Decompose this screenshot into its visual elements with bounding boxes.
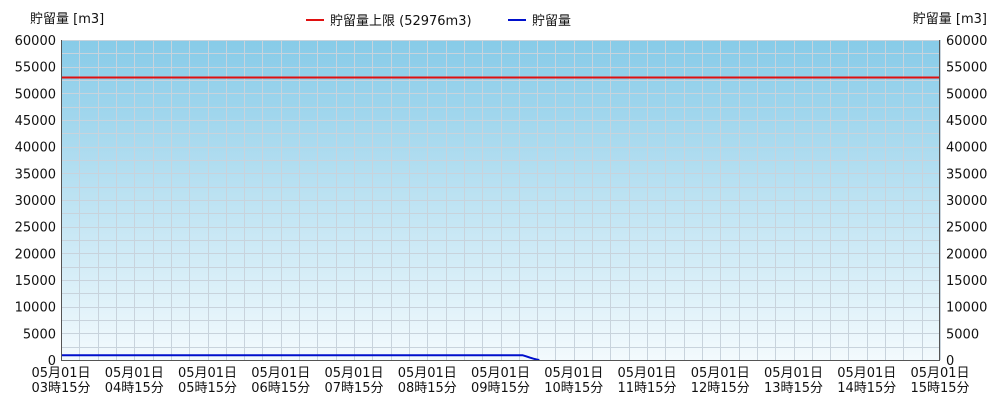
x-tick-label-time: 06時15分 [251,381,310,396]
y-tick-label-right: 60000 [946,34,987,49]
x-tick-label-date: 05月01日 [910,366,969,381]
x-tick-label-date: 05月01日 [544,366,603,381]
y-tick-label-left: 40000 [15,141,56,156]
x-tick-label-date: 05月01日 [324,366,383,381]
axes [61,40,940,361]
x-tick-label-date: 05月01日 [178,366,237,381]
x-tick-label-date: 05月01日 [617,366,676,381]
series-layer [61,76,940,361]
x-tick-label-date: 05月01日 [837,366,896,381]
x-tick-label-time: 12時15分 [691,381,750,396]
y-tick-label-right: 0 [946,354,954,369]
x-tick-label-time: 08時15分 [398,381,457,396]
y-tick-label-right: 20000 [946,247,987,262]
y-tick-label-right: 30000 [946,194,987,209]
x-tick-label-time: 07時15分 [324,381,383,396]
y-tick-label-left: 0 [48,354,56,369]
series-line-storage [61,354,540,361]
x-tick-label-date: 05月01日 [251,366,310,381]
y-tick-label-left: 50000 [15,87,56,102]
y-axis-label-left: 貯留量 [m3] [30,12,104,27]
y-tick-label-left: 55000 [15,61,56,76]
y-tick-label-right: 40000 [946,141,987,156]
legend-label-storage: 貯留量 [532,14,571,29]
x-tick-label-date: 05月01日 [105,366,164,381]
x-tick-label-time: 15時15分 [910,381,969,396]
x-tick-label-time: 03時15分 [31,381,90,396]
y-tick-label-left: 30000 [15,194,56,209]
x-tick-label-date: 05月01日 [691,366,750,381]
y-tick-label-left: 25000 [15,221,56,236]
y-tick-label-left: 20000 [15,247,56,262]
x-tick-label-date: 05月01日 [471,366,530,381]
legend: 貯留量上限 (52976m3) 貯留量 [306,14,571,29]
y-tick-label-right: 25000 [946,221,987,236]
y-tick-label-right: 45000 [946,114,987,129]
y-tick-label-right: 55000 [946,61,987,76]
y-tick-label-right: 5000 [946,327,979,342]
y-tick-label-left: 15000 [15,274,56,289]
legend-label-limit: 貯留量上限 (52976m3) [330,14,472,29]
gridlines [61,40,941,361]
x-tick-label-time: 14時15分 [837,381,896,396]
x-tick-label-date: 05月01日 [398,366,457,381]
x-tick-label-date: 05月01日 [764,366,823,381]
x-tick-label-date: 05月01日 [31,366,90,381]
x-tick-label-time: 04時15分 [105,381,164,396]
y-tick-label-left: 60000 [15,34,56,49]
x-tick-label-time: 11時15分 [617,381,676,396]
x-tick-label-time: 05時15分 [178,381,237,396]
y-tick-label-right: 35000 [946,167,987,182]
y-tick-label-right: 15000 [946,274,987,289]
y-tick-label-left: 5000 [23,327,56,342]
x-tick-label-time: 09時15分 [471,381,530,396]
x-tick-label-time: 10時15分 [544,381,603,396]
y-tick-label-left: 45000 [15,114,56,129]
y-tick-label-right: 10000 [946,301,987,316]
tick-labels: 0 0 5000 5000 10000 10000 15000 15000 20000 20000… [15,34,988,396]
y-tick-label-left: 35000 [15,167,56,182]
y-tick-label-left: 10000 [15,301,56,316]
y-axis-label-right: 貯留量 [m3] [913,12,987,27]
x-tick-label-time: 13時15分 [764,381,823,396]
y-tick-label-right: 50000 [946,87,987,102]
